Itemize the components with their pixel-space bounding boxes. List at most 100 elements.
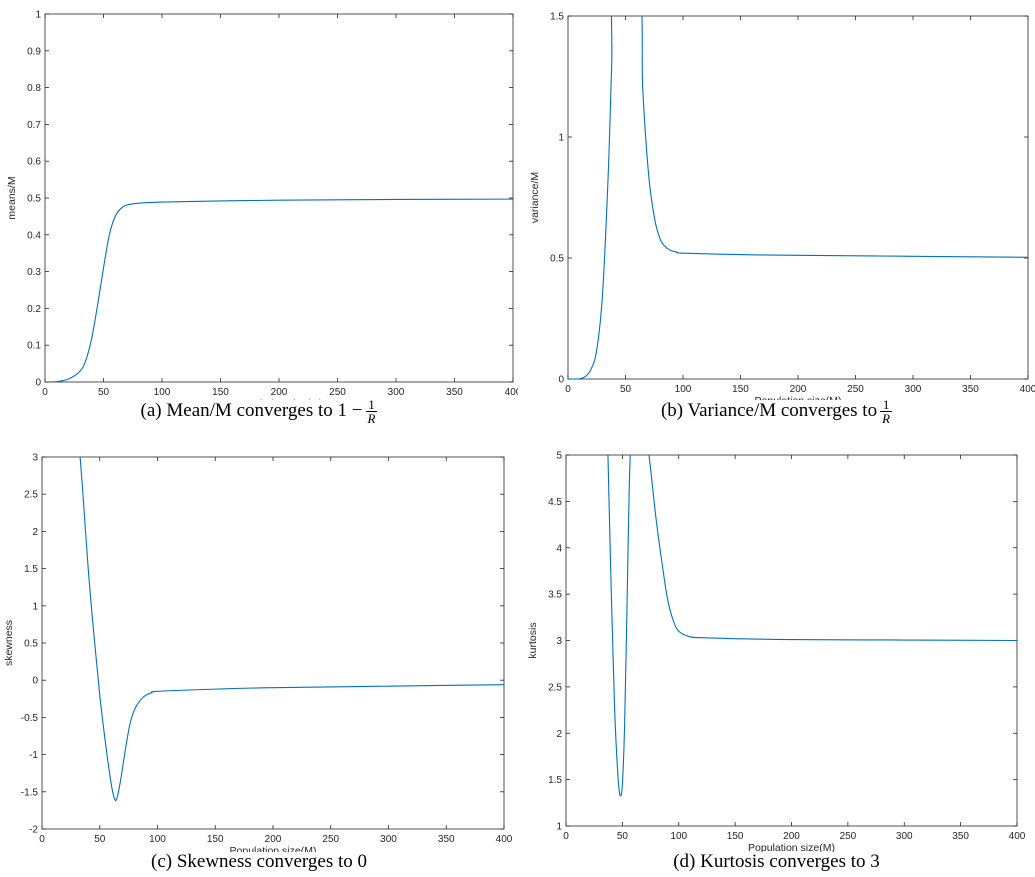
y-axis-label-c: skewness bbox=[3, 620, 15, 666]
chart-c: 0 50 100 150 200 250 300 350 400 -2 -1.5 -1 -0.5 0 0.5… bbox=[3, 453, 513, 858]
y-tick-label-c: 3 bbox=[32, 453, 38, 464]
caption-d-text: (d) Kurtosis converges to 3 bbox=[673, 851, 880, 872]
x-tick-label-d: 0 bbox=[563, 831, 569, 842]
x-tick-label-d: 150 bbox=[727, 831, 744, 842]
x-tick-label-b: 300 bbox=[905, 384, 922, 395]
y-tick-label-c: -1 bbox=[29, 750, 38, 761]
x-tick-label-c: 300 bbox=[380, 834, 397, 845]
x-tick-label-d: 300 bbox=[896, 831, 913, 842]
y-tick-label-a: 0.7 bbox=[27, 120, 41, 131]
panel-a: 0 50 100 150 200 250 300 350 400 0 0.1 0.2 0.3 0.4 0.5… bbox=[0, 0, 522, 440]
y-tick-label-d: 4 bbox=[556, 543, 562, 554]
y-tick-label-c: 0.5 bbox=[24, 639, 38, 650]
series-line-c bbox=[79, 457, 504, 802]
series-line-b bbox=[568, 16, 1028, 379]
y-tick-label-a: 0 bbox=[35, 378, 41, 389]
y-tick-label-d: 2.5 bbox=[548, 682, 562, 693]
x-tick-label-a: 250 bbox=[329, 387, 346, 398]
y-tick-label-a: 0.8 bbox=[27, 83, 41, 94]
caption-a-text: (a) Mean/M converges to 1 − bbox=[140, 399, 363, 421]
y-tick-label-a: 0.6 bbox=[27, 157, 41, 168]
axes-box-b bbox=[567, 15, 1029, 380]
x-tick-label-c: 350 bbox=[438, 834, 455, 845]
x-tick-label-d: 350 bbox=[952, 831, 969, 842]
caption-c: (c) Skewness converges to 0 bbox=[0, 851, 518, 873]
x-tick-label-a: 400 bbox=[505, 387, 518, 398]
y-tick-label-c: 2 bbox=[32, 527, 38, 538]
y-tick-label-a: 0.3 bbox=[27, 267, 41, 278]
x-tick-label-c: 250 bbox=[322, 834, 339, 845]
y-axis-label-a: means/M bbox=[6, 176, 18, 219]
y-tick-label-d: 3.5 bbox=[548, 590, 562, 601]
x-tick-label-c: 100 bbox=[149, 834, 166, 845]
series-line-d bbox=[607, 455, 1017, 797]
chart-b: 05010015020025030035040000.511.5Populati… bbox=[529, 12, 1035, 408]
x-tick-label-a: 150 bbox=[212, 387, 229, 398]
y-axis-label-b: variance/M bbox=[529, 172, 541, 223]
caption-a: (a) Mean/M converges to 1 −1 R bbox=[0, 398, 518, 425]
y-tick-label-d: 1.5 bbox=[548, 775, 562, 786]
x-tick-label-c: 400 bbox=[496, 834, 513, 845]
y-tick-label-d: 1 bbox=[556, 822, 562, 833]
y-tick-label-d: 4.5 bbox=[548, 497, 562, 508]
x-tick-label-a: 300 bbox=[388, 387, 405, 398]
y-tick-label-d: 5 bbox=[556, 451, 562, 462]
x-tick-label-c: 150 bbox=[207, 834, 224, 845]
x-tick-label-b: 200 bbox=[790, 384, 807, 395]
x-tick-label-d: 100 bbox=[670, 831, 687, 842]
x-tick-label-c: 200 bbox=[265, 834, 282, 845]
x-tick-label-d: 400 bbox=[1009, 831, 1026, 842]
x-axis-label-d: Population size(M) bbox=[748, 842, 835, 852]
x-tick-label-d: 250 bbox=[840, 831, 857, 842]
series-line-a bbox=[45, 198, 513, 382]
y-tick-label-c: 1 bbox=[32, 601, 38, 612]
y-tick-label-b: 0.5 bbox=[550, 254, 564, 265]
y-tick-label-c: 1.5 bbox=[24, 564, 38, 575]
caption-b-text: (b) Variance/M converges to bbox=[660, 399, 878, 421]
caption-c-text: (c) Skewness converges to 0 bbox=[151, 851, 367, 872]
y-tick-label-d: 2 bbox=[556, 729, 562, 740]
axes-box-c bbox=[41, 456, 505, 830]
y-tick-label-a: 0.4 bbox=[27, 230, 41, 241]
y-tick-label-c: -1.5 bbox=[21, 787, 39, 798]
x-tick-label-b: 100 bbox=[675, 384, 692, 395]
y-tick-label-b: 1.5 bbox=[550, 12, 564, 23]
y-tick-label-a: 0.5 bbox=[27, 194, 41, 205]
x-tick-label-b: 250 bbox=[847, 384, 864, 395]
axes-box-a bbox=[44, 13, 514, 383]
y-axis-label-d: kurtosis bbox=[527, 622, 539, 658]
y-tick-label-a: 0.9 bbox=[27, 46, 41, 57]
y-tick-label-a: 0.1 bbox=[27, 341, 41, 352]
x-tick-label-a: 350 bbox=[446, 387, 463, 398]
y-tick-label-c: 2.5 bbox=[24, 490, 38, 501]
panel-b: 05010015020025030035040000.511.5Populati… bbox=[518, 0, 1035, 440]
x-tick-label-a: 50 bbox=[98, 387, 110, 398]
x-tick-label-a: 0 bbox=[42, 387, 48, 398]
y-tick-label-a: 1 bbox=[35, 10, 41, 21]
x-tick-label-a: 100 bbox=[154, 387, 171, 398]
y-tick-label-c: 0 bbox=[32, 676, 38, 687]
x-tick-label-d: 50 bbox=[617, 831, 629, 842]
y-tick-label-c: -2 bbox=[29, 825, 38, 836]
x-tick-label-c: 0 bbox=[39, 834, 45, 845]
y-tick-label-b: 1 bbox=[558, 133, 564, 144]
chart-a: 0 50 100 150 200 250 300 350 400 0 0.1 0.2 0.3 0.4 0.5… bbox=[6, 10, 522, 411]
y-tick-label-b: 0 bbox=[558, 375, 564, 386]
x-tick-label-d: 200 bbox=[783, 831, 800, 842]
x-tick-label-b: 0 bbox=[565, 384, 571, 395]
x-tick-label-b: 400 bbox=[1020, 384, 1035, 395]
y-tick-label-a: 0.2 bbox=[27, 304, 41, 315]
chart-d: 0 50 100 150 200 250 300 350 400 1 1.5 2 2.5 3 3.5 4 4.5… bbox=[527, 451, 1026, 855]
x-tick-label-b: 150 bbox=[732, 384, 749, 395]
x-tick-label-b: 350 bbox=[962, 384, 979, 395]
x-tick-label-c: 50 bbox=[94, 834, 106, 845]
panel-d: 0 50 100 150 200 250 300 350 400 1 1.5 2 2.5 3 3.5 4 4.5… bbox=[518, 440, 1035, 877]
caption-d: (d) Kurtosis converges to 3 bbox=[518, 851, 1035, 873]
y-tick-label-c: -0.5 bbox=[21, 713, 39, 724]
x-tick-label-a: 200 bbox=[271, 387, 288, 398]
panel-c: 0 50 100 150 200 250 300 350 400 -2 -1.5 -1 -0.5 0 0.5… bbox=[0, 440, 518, 877]
y-tick-label-d: 3 bbox=[556, 636, 562, 647]
caption-b: (b) Variance/M converges to 1 R bbox=[518, 398, 1035, 425]
